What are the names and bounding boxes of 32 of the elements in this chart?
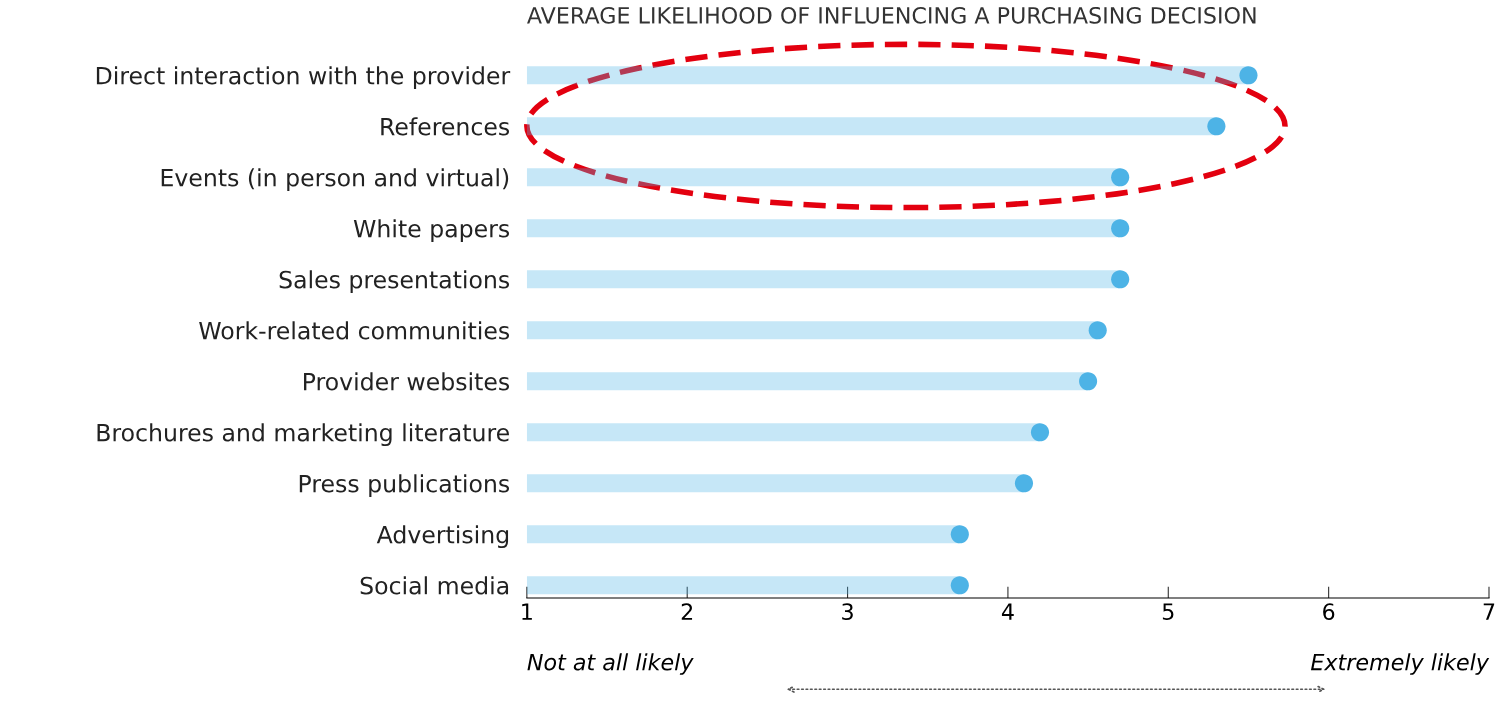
y-tick-label: References (381, 117, 510, 136)
text: Extremely likely (1310, 653, 1490, 675)
point (1088, 321, 1107, 340)
point (1111, 219, 1130, 238)
point (950, 525, 969, 544)
x-tick-label: 2 (681, 603, 693, 620)
point (1030, 423, 1050, 442)
y-tick-label: Provider websites (304, 372, 510, 391)
x-tick-label: 1 (522, 603, 532, 620)
x-tick-label: 3 (842, 603, 853, 621)
point (1239, 66, 1258, 85)
y-tick-label: Work-related communities (199, 321, 510, 340)
x-tick-label: 4 (1001, 603, 1014, 620)
x-tick-label: 6 (1323, 603, 1335, 621)
y-tick-label: Brochures and marketing literature (97, 423, 509, 447)
point (1014, 474, 1034, 493)
point (1111, 168, 1130, 187)
y-tick-label: Social media (360, 576, 509, 595)
y-tick-label: Direct interaction with the provider (96, 66, 511, 90)
y-tick-label: Sales presentations (279, 270, 510, 294)
y-tick-label: White papers (353, 219, 510, 243)
y-tick-label: Events (in person and virtual) (161, 168, 509, 192)
y-tick-label: Press publications (299, 474, 510, 498)
point (1111, 270, 1130, 289)
y-tick-label: Advertising (376, 525, 509, 549)
point (1079, 372, 1098, 391)
x-tick-label: 5 (1162, 603, 1174, 621)
point (950, 576, 969, 595)
x-tick-label: 7 (1483, 603, 1495, 620)
text: Not at all likely (527, 653, 694, 675)
point (1207, 117, 1226, 136)
chart-title: AVERAGE LIKELIHOOD OF INFLUENCING A PURCHASING DECISION (527, 6, 1256, 24)
